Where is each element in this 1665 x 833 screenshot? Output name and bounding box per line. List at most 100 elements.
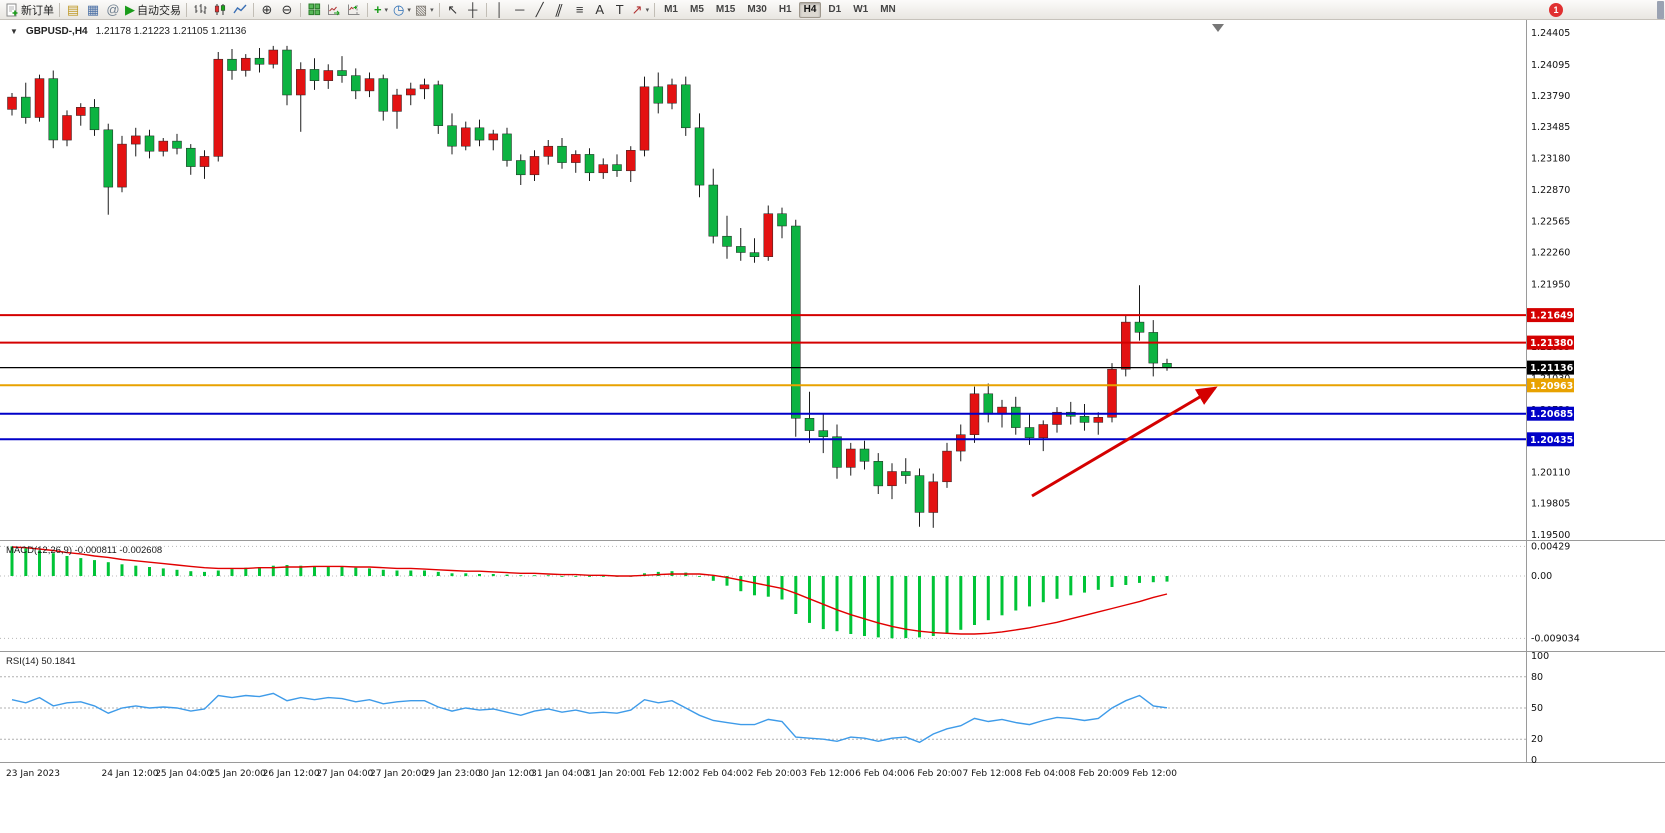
candle-body <box>557 145 567 163</box>
tile-windows-button[interactable] <box>304 1 324 19</box>
candlestick-chart-button[interactable] <box>210 1 230 19</box>
chart-canvas[interactable]: 1.24405 1.24095 1.23790 1.23485 1.23180 1.228… <box>0 20 1665 833</box>
candle-body <box>956 434 966 452</box>
timeframe-button-m1[interactable]: M1 <box>664 4 678 15</box>
templates-button[interactable]: ▧ ▾ <box>413 1 436 19</box>
text-button[interactable]: A <box>590 1 610 19</box>
candle-body <box>296 69 306 96</box>
symbol-timeframe-label: GBPUSD-,H4 <box>25 26 88 37</box>
macd-histogram-bar <box>203 571 206 576</box>
candle-body <box>639 86 650 151</box>
vertical-line-button[interactable]: │ <box>490 1 510 19</box>
chart-title: ▼ GBPUSD-,H4 1.21178 1.21223 1.21105 1.2… <box>10 26 246 37</box>
toolbar-overflow-handle[interactable] <box>1657 1 1664 19</box>
bar-chart-icon <box>194 4 207 14</box>
macd-histogram-bar <box>51 553 55 576</box>
chart-shift-button[interactable] <box>344 1 364 19</box>
timeframe-button-m5[interactable]: M5 <box>690 4 704 15</box>
price-axis-label: 1.22260 <box>1531 248 1570 259</box>
macd-histogram-bar <box>890 576 894 639</box>
candle-body <box>378 78 389 112</box>
bar-chart-button[interactable] <box>190 1 210 19</box>
candle-body <box>832 436 842 468</box>
candle-body <box>736 246 746 253</box>
macd-histogram-bar <box>175 569 179 576</box>
macd-histogram-bar <box>106 562 110 576</box>
fibonacci-button[interactable]: ≡ <box>570 1 590 19</box>
new-order-button[interactable]: 新订单 <box>3 1 56 19</box>
price-axis[interactable]: 1.24405 1.24095 1.23790 1.23485 1.23180 1.228… <box>1531 28 1570 541</box>
zoom-in-icon: ⊕ <box>261 2 273 17</box>
arrows-icon: ↗ <box>631 2 643 17</box>
timeframe-button-w1[interactable]: W1 <box>853 4 869 15</box>
vertical-line-icon: │ <box>495 2 504 17</box>
macd-histogram-bar <box>876 576 880 638</box>
timeframe-button-h4[interactable]: H4 <box>798 1 822 18</box>
toolbar-separator <box>59 2 60 17</box>
chart-menu-icon[interactable]: ▼ <box>10 27 18 36</box>
text-icon: A <box>595 2 604 17</box>
timeframe-button-m15[interactable]: M15 <box>715 4 736 15</box>
candle-body <box>873 461 884 487</box>
community-button[interactable]: @ <box>103 1 123 19</box>
timeframe-button-m30[interactable]: M30 <box>747 4 767 15</box>
time-axis-label: 23 Jan 2023 <box>6 769 60 779</box>
crosshair-button[interactable]: ┼ <box>463 1 483 19</box>
time-axis-label: 25 Jan 04:00 <box>155 769 212 779</box>
time-axis-label: 2 Feb 04:00 <box>694 769 748 779</box>
chart-window-button[interactable]: ▦ <box>83 1 103 19</box>
rsi-title: RSI(14) <box>6 656 39 667</box>
candle-body <box>612 164 622 171</box>
text-label-button[interactable]: T <box>610 1 630 19</box>
price-lines-layer[interactable]: 1.21649 1.21380 1.21136 1.20963 1.20685 1.204… <box>0 308 1574 447</box>
zoom-out-icon: ⊖ <box>281 2 293 17</box>
candle-body <box>1079 416 1090 423</box>
zoom-out-button[interactable]: ⊖ <box>277 1 297 19</box>
chart-window[interactable]: 1.24405 1.24095 1.23790 1.23485 1.23180 1.228… <box>0 20 1665 833</box>
price-line-label: 1.20963 <box>1530 381 1573 392</box>
candle-body <box>76 107 86 116</box>
macd-histogram-bar <box>423 570 426 576</box>
candle-body <box>942 450 952 483</box>
timeframe-button-h1[interactable]: H1 <box>778 4 792 15</box>
macd-histogram-bar <box>560 576 564 577</box>
candle-body <box>323 70 334 81</box>
auto-scroll-button[interactable] <box>324 1 344 19</box>
trend-arrow-annotation[interactable] <box>1031 386 1218 498</box>
candle-body <box>351 75 361 92</box>
equidistant-channel-button[interactable]: ∥ <box>550 1 570 19</box>
timeframe-button-d1[interactable]: D1 <box>828 4 842 15</box>
candle-body <box>859 448 870 462</box>
chart-shift-marker[interactable] <box>1212 24 1224 32</box>
accounts-button[interactable]: ▤ <box>63 1 83 19</box>
macd-signal-line <box>11 546 1168 635</box>
macd-histogram-bar <box>1165 576 1169 582</box>
indicators-button[interactable]: + ▾ <box>371 1 391 19</box>
zoom-in-button[interactable]: ⊕ <box>257 1 277 19</box>
candle-body <box>722 235 732 247</box>
macd-indicator-label: MACD(12,26,9) -0.000811 -0.002608 <box>6 545 162 556</box>
trendline-button[interactable]: ╱ <box>530 1 550 19</box>
cursor-button[interactable]: ↖ <box>443 1 463 19</box>
cursor-icon: ↖ <box>447 2 459 17</box>
auto-trading-button[interactable]: ▶ 自动交易 <box>123 1 183 19</box>
macd-histogram-bar <box>326 566 330 577</box>
line-chart-button[interactable] <box>230 1 250 19</box>
price-line-label: 1.21136 <box>1530 363 1574 374</box>
candle-body <box>144 135 155 152</box>
arrows-button[interactable]: ↗ ▾ <box>630 1 651 19</box>
toolbar-separator <box>485 2 487 17</box>
candle-body <box>708 184 719 237</box>
rsi-layer: 100 80 50 20 0 <box>0 651 1549 766</box>
periods-button[interactable]: ◷ ▾ <box>391 1 413 19</box>
horizontal-line-button[interactable]: ─ <box>510 1 530 19</box>
candle-body <box>777 213 787 227</box>
timeframe-button-mn[interactable]: MN <box>880 4 896 15</box>
price-axis-label: 1.23180 <box>1531 153 1570 164</box>
candle-body <box>433 84 444 126</box>
toolbar-separator <box>253 2 254 17</box>
macd-values: -0.000811 -0.002608 <box>74 545 163 556</box>
notification-badge[interactable]: 1 <box>1549 3 1563 17</box>
community-icon: @ <box>106 2 120 17</box>
